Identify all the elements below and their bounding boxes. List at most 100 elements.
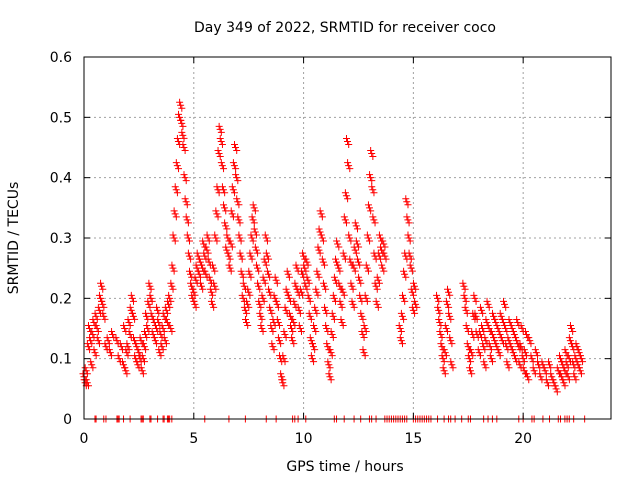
data-point bbox=[160, 328, 168, 335]
data-point bbox=[502, 325, 510, 332]
data-point bbox=[91, 349, 99, 357]
data-point bbox=[260, 297, 268, 305]
data-point bbox=[164, 309, 172, 317]
data-point bbox=[227, 240, 235, 248]
data-point bbox=[246, 249, 254, 257]
data-point bbox=[558, 373, 566, 381]
data-point bbox=[483, 318, 491, 326]
data-point bbox=[399, 294, 407, 302]
data-point bbox=[238, 291, 246, 299]
data-point bbox=[497, 312, 505, 320]
data-point bbox=[189, 285, 197, 293]
data-point bbox=[270, 291, 278, 299]
data-point bbox=[436, 318, 444, 326]
data-point bbox=[223, 246, 231, 254]
data-point bbox=[506, 340, 514, 348]
data-point bbox=[355, 243, 363, 251]
data-point bbox=[222, 243, 230, 251]
data-point bbox=[474, 346, 482, 354]
data-point bbox=[303, 273, 311, 281]
data-point bbox=[316, 249, 324, 257]
data-point bbox=[405, 249, 413, 257]
data-point bbox=[218, 162, 226, 170]
data-point bbox=[296, 309, 304, 317]
data-point bbox=[203, 246, 211, 254]
data-point bbox=[565, 334, 573, 342]
data-point bbox=[323, 340, 331, 348]
data-point bbox=[338, 318, 346, 326]
data-point bbox=[205, 273, 213, 281]
data-point bbox=[242, 318, 250, 326]
data-point bbox=[179, 122, 187, 130]
data-point bbox=[404, 216, 412, 224]
data-point bbox=[133, 343, 141, 351]
data-point bbox=[572, 340, 580, 348]
data-point bbox=[123, 340, 131, 348]
data-point bbox=[284, 270, 292, 278]
data-point bbox=[204, 255, 212, 263]
data-point bbox=[158, 322, 166, 329]
data-point bbox=[282, 285, 290, 293]
data-point bbox=[439, 355, 447, 363]
data-point bbox=[520, 346, 528, 354]
data-point bbox=[281, 303, 289, 311]
data-point bbox=[289, 337, 297, 345]
data-point bbox=[329, 334, 337, 342]
data-point bbox=[279, 379, 287, 387]
data-point bbox=[322, 306, 330, 314]
data-point bbox=[187, 255, 195, 263]
data-point bbox=[207, 288, 215, 296]
data-point bbox=[151, 337, 159, 345]
data-point bbox=[344, 137, 351, 145]
y-tick-label: 0.4 bbox=[50, 171, 72, 187]
data-point bbox=[165, 291, 173, 299]
data-point bbox=[249, 237, 257, 245]
data-point bbox=[339, 321, 347, 329]
data-point bbox=[120, 361, 128, 369]
data-point bbox=[314, 291, 322, 299]
data-point bbox=[306, 334, 314, 342]
data-point bbox=[573, 343, 581, 351]
data-point bbox=[226, 255, 234, 263]
data-point bbox=[235, 231, 243, 239]
data-point bbox=[248, 255, 256, 263]
data-point bbox=[553, 388, 561, 396]
data-point bbox=[344, 159, 352, 167]
data-point bbox=[241, 306, 249, 314]
data-point bbox=[259, 273, 267, 281]
data-point bbox=[318, 234, 326, 242]
data-point bbox=[178, 119, 186, 127]
data-point bbox=[470, 291, 478, 299]
data-point bbox=[352, 237, 360, 245]
data-point bbox=[500, 297, 508, 305]
data-point bbox=[335, 264, 343, 272]
data-point bbox=[496, 309, 504, 317]
data-point bbox=[368, 150, 376, 158]
data-point bbox=[449, 364, 457, 372]
data-point bbox=[577, 355, 585, 363]
data-point bbox=[100, 312, 108, 320]
data-point bbox=[326, 373, 334, 381]
data-point bbox=[245, 267, 253, 275]
data-point bbox=[195, 255, 203, 263]
data-point bbox=[523, 370, 531, 378]
data-point bbox=[319, 237, 327, 245]
data-point bbox=[177, 116, 185, 124]
data-point bbox=[340, 291, 348, 299]
data-point bbox=[368, 183, 376, 191]
data-point bbox=[380, 249, 388, 257]
data-point bbox=[173, 189, 181, 197]
data-point bbox=[138, 367, 146, 375]
x-tick-label: 15 bbox=[404, 431, 422, 447]
data-point bbox=[134, 361, 142, 369]
data-point bbox=[338, 285, 346, 293]
data-point bbox=[225, 252, 233, 260]
data-point bbox=[572, 376, 580, 384]
data-point bbox=[410, 282, 418, 290]
data-point bbox=[476, 331, 484, 339]
data-point bbox=[171, 183, 179, 191]
data-point bbox=[341, 216, 349, 224]
data-point bbox=[501, 300, 509, 308]
data-point bbox=[333, 258, 341, 266]
data-point bbox=[363, 264, 371, 272]
